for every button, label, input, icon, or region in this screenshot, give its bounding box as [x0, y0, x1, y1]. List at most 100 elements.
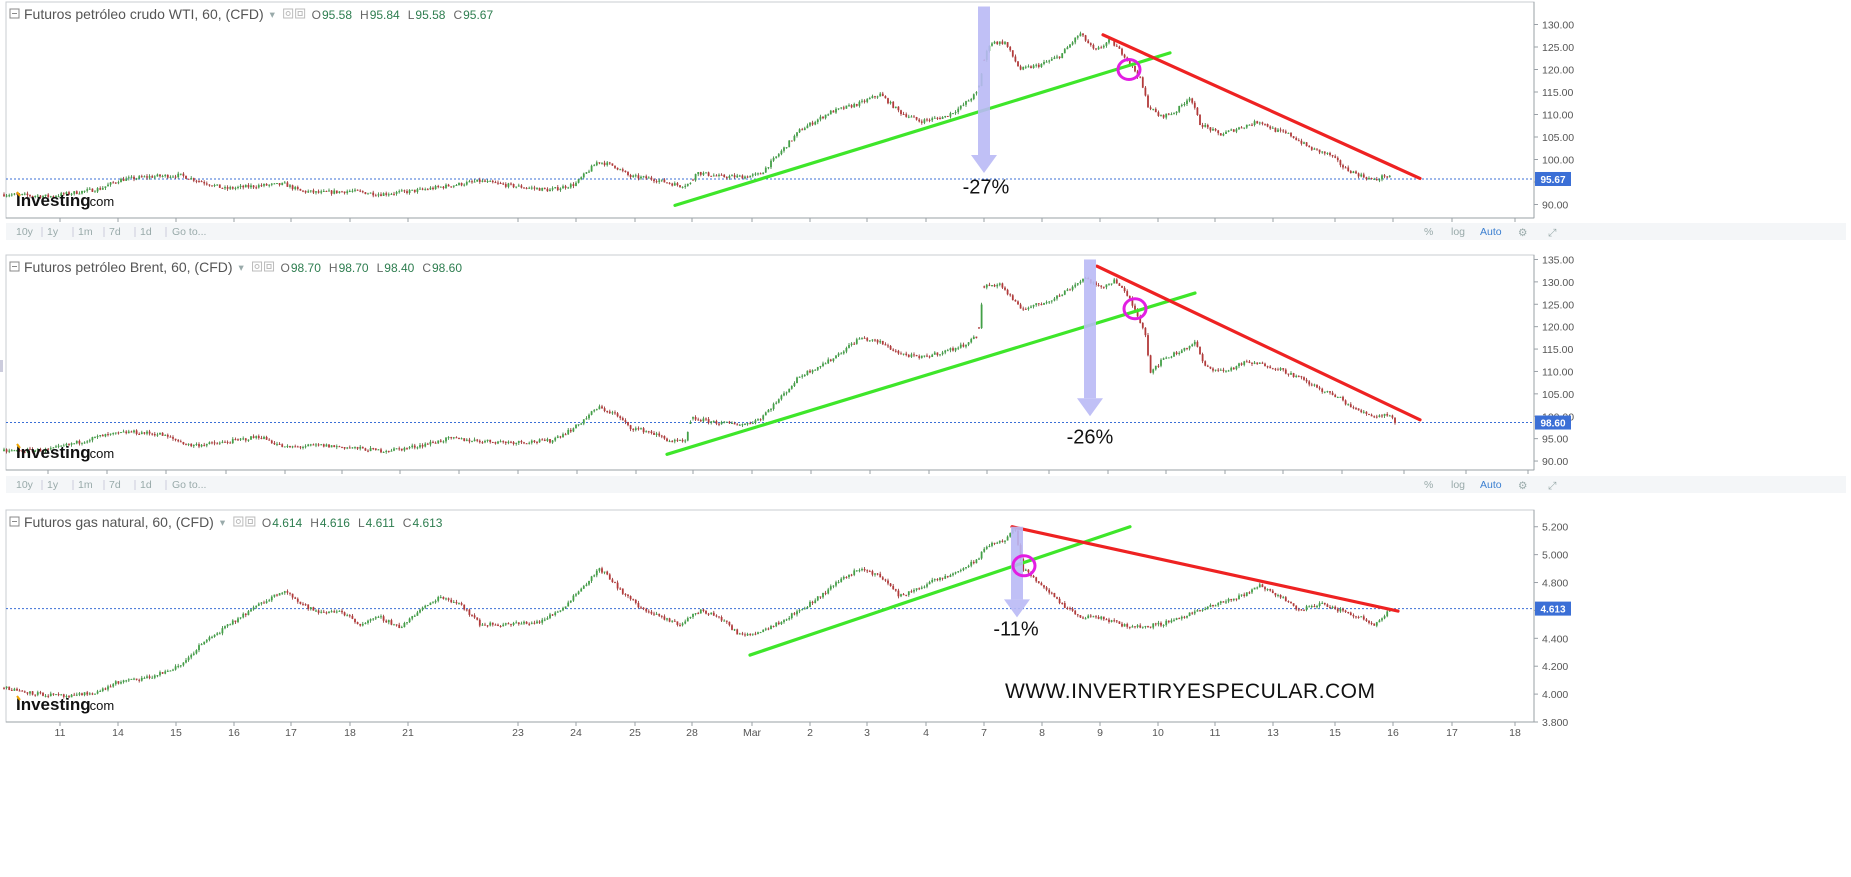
- candle-body: [1035, 64, 1038, 66]
- panel-resize-handle[interactable]: [0, 360, 3, 372]
- candle-body: [897, 350, 900, 354]
- candle-body: [497, 182, 499, 184]
- candle-body: [172, 669, 174, 671]
- percent-scale-button[interactable]: %: [1424, 479, 1433, 491]
- visibility-icon[interactable]: [233, 516, 244, 527]
- range-button-1y[interactable]: 1y: [47, 226, 59, 238]
- percent-scale-button[interactable]: %: [1424, 226, 1433, 238]
- resistance-trendline[interactable]: [1101, 33, 1422, 180]
- candle-body: [1121, 48, 1123, 55]
- candle-body: [681, 186, 684, 188]
- candle-body: [1336, 397, 1339, 399]
- candle-body: [944, 576, 947, 579]
- candle-body: [99, 435, 102, 437]
- fullscreen-icon[interactable]: ⤢: [1548, 480, 1557, 492]
- candle-body: [993, 41, 996, 44]
- range-button-1d[interactable]: 1d: [140, 479, 152, 491]
- resistance-trendline[interactable]: [1095, 264, 1422, 422]
- candle-body: [634, 599, 637, 603]
- candle-body: [224, 626, 226, 629]
- candle-body: [507, 183, 510, 187]
- chart-settings-icon[interactable]: ⚙: [1518, 227, 1527, 239]
- candle-body: [1373, 416, 1376, 418]
- candle-body: [91, 437, 94, 441]
- visibility-icon[interactable]: [252, 261, 263, 272]
- resistance-trendline[interactable]: [1010, 525, 1400, 613]
- support-trendline[interactable]: [748, 525, 1132, 657]
- visibility-icon[interactable]: [283, 8, 294, 19]
- candle-body: [107, 434, 109, 436]
- candle-body: [94, 191, 96, 193]
- auto-scale-button[interactable]: Auto: [1480, 226, 1502, 238]
- range-button-1m[interactable]: 1m: [78, 479, 93, 491]
- dropdown-caret-icon[interactable]: ▾: [220, 517, 226, 529]
- range-button-7d[interactable]: 7d: [109, 226, 121, 238]
- series-title[interactable]: Futuros petróleo Brent, 60, (CFD): [24, 259, 233, 275]
- ohlc-o-label: O: [312, 8, 321, 22]
- range-button-10y[interactable]: 10y: [16, 226, 34, 238]
- fullscreen-icon[interactable]: ⤢: [1548, 227, 1557, 239]
- candle-body: [780, 395, 783, 400]
- price-tick-label: 4.200: [1542, 661, 1568, 673]
- range-button-1d[interactable]: 1d: [140, 226, 152, 238]
- settings-icon[interactable]: [245, 516, 256, 527]
- candle-body: [629, 425, 632, 430]
- plot-area[interactable]: [5, 1, 1535, 219]
- candle-body: [408, 447, 411, 449]
- candle-body: [832, 358, 835, 361]
- candle-body: [203, 444, 206, 446]
- range-button-1y[interactable]: 1y: [47, 479, 59, 491]
- candle-body: [1113, 279, 1116, 284]
- candle-body: [1071, 608, 1074, 611]
- range-button-10y[interactable]: 10y: [16, 479, 34, 491]
- candle-body: [364, 448, 367, 451]
- candle-body: [931, 354, 934, 357]
- support-trendline[interactable]: [665, 291, 1197, 456]
- candle-body: [104, 434, 107, 437]
- candle-body: [910, 591, 913, 593]
- candle-body: [686, 618, 689, 622]
- chart-settings-icon[interactable]: ⚙: [1518, 480, 1527, 492]
- settings-icon[interactable]: [264, 261, 275, 272]
- dropdown-caret-icon[interactable]: ▾: [239, 262, 245, 274]
- log-scale-button[interactable]: log: [1451, 226, 1465, 238]
- candle-body: [343, 191, 346, 194]
- settings-icon[interactable]: [295, 8, 306, 19]
- support-trendline[interactable]: [673, 51, 1172, 207]
- price-axis[interactable]: 90.0095.00100.00105.00110.00115.00120.00…: [1534, 254, 1574, 468]
- candle-body: [515, 442, 518, 444]
- candle-body: [1115, 620, 1118, 622]
- candle-body: [1175, 618, 1178, 620]
- auto-scale-button[interactable]: Auto: [1480, 479, 1502, 491]
- goto-button[interactable]: Go to...: [172, 226, 206, 238]
- candle-body: [250, 185, 252, 188]
- plot-area[interactable]: [5, 254, 1535, 471]
- candle-body: [361, 446, 364, 449]
- candle-body: [679, 439, 681, 441]
- candle-body: [250, 436, 252, 440]
- candle-body: [1193, 102, 1196, 108]
- candle-body: [502, 183, 505, 185]
- candle-body: [538, 621, 541, 623]
- candle-body: [1297, 375, 1300, 377]
- goto-button[interactable]: Go to...: [172, 479, 206, 491]
- range-button-7d[interactable]: 7d: [109, 479, 121, 491]
- candle-body: [255, 605, 258, 608]
- candle-body: [645, 431, 648, 433]
- candle-body: [187, 178, 190, 180]
- drop-percentage-label: -11%: [993, 619, 1038, 641]
- candle-body: [699, 420, 702, 422]
- dropdown-caret-icon[interactable]: ▾: [270, 9, 276, 21]
- candle-body: [286, 591, 289, 593]
- candle-body: [1269, 366, 1272, 369]
- range-button-1m[interactable]: 1m: [78, 226, 93, 238]
- log-scale-button[interactable]: log: [1451, 479, 1465, 491]
- candle-body: [523, 187, 525, 189]
- series-title[interactable]: Futuros petróleo crudo WTI, 60, (CFD): [24, 6, 264, 22]
- series-title[interactable]: Futuros gas natural, 60, (CFD): [24, 514, 214, 530]
- candle-body: [325, 612, 328, 614]
- ohlc-c-value: 4.613: [412, 516, 442, 530]
